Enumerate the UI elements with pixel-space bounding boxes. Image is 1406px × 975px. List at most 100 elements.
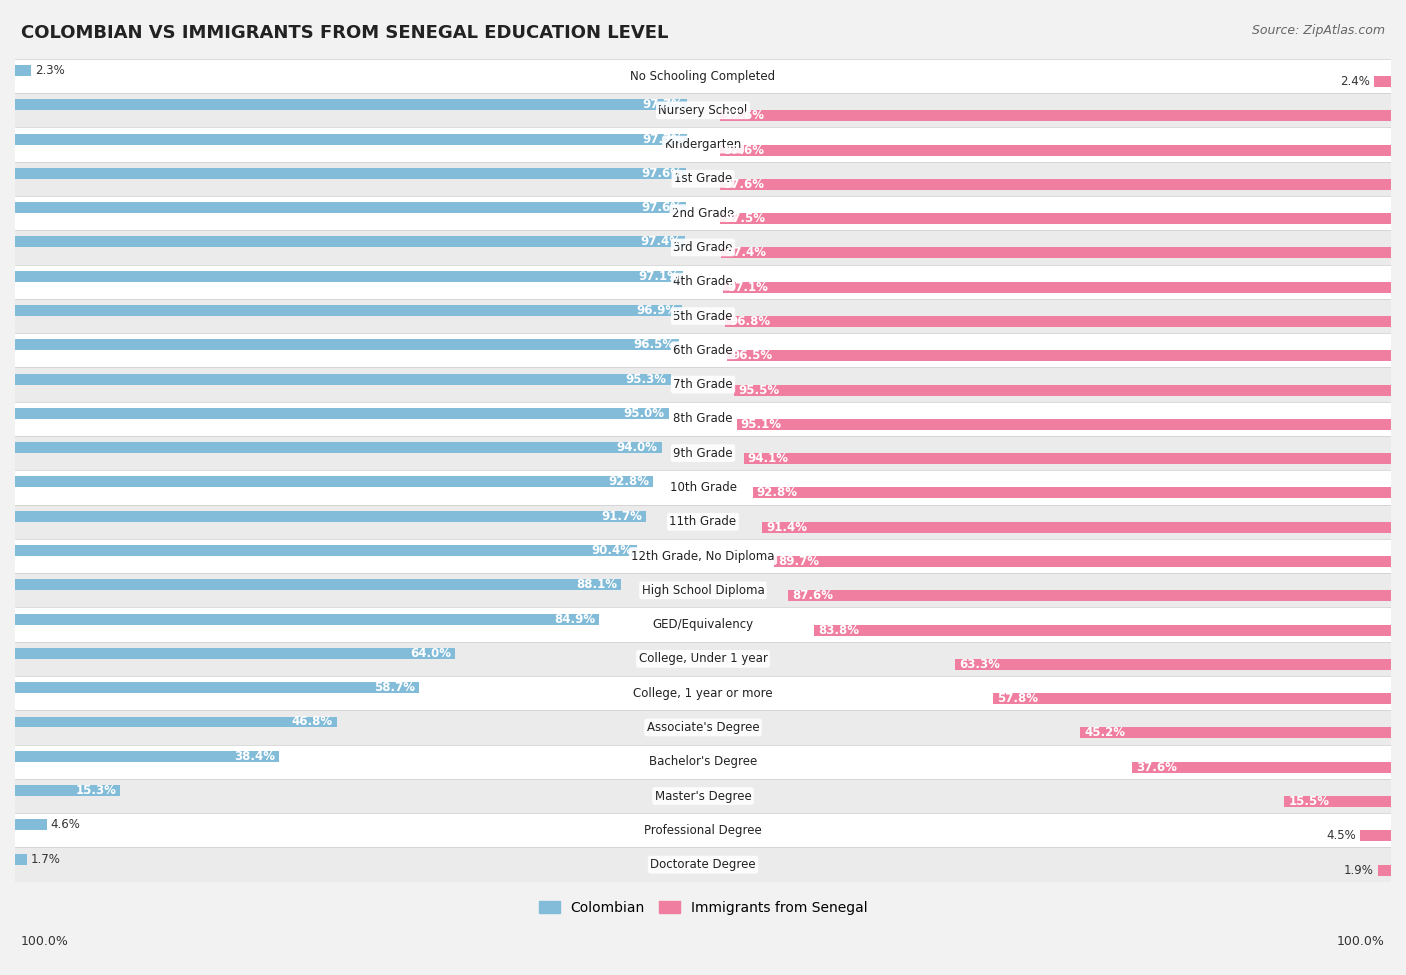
- Bar: [15, 779, 1391, 813]
- Bar: [720, 110, 1391, 121]
- Bar: [15, 819, 46, 831]
- Text: 38.4%: 38.4%: [233, 750, 276, 762]
- Bar: [15, 237, 685, 248]
- Text: 96.5%: 96.5%: [634, 338, 675, 351]
- Bar: [789, 590, 1391, 602]
- Text: 97.6%: 97.6%: [724, 177, 765, 191]
- Text: 57.8%: 57.8%: [997, 692, 1039, 705]
- Text: 94.0%: 94.0%: [617, 442, 658, 454]
- Bar: [1132, 761, 1391, 773]
- Bar: [15, 436, 1391, 470]
- Text: 11th Grade: 11th Grade: [669, 515, 737, 528]
- Bar: [814, 625, 1391, 636]
- Bar: [1375, 76, 1391, 87]
- Text: 97.4%: 97.4%: [640, 236, 681, 249]
- Text: 97.6%: 97.6%: [641, 167, 682, 180]
- Text: 88.1%: 88.1%: [576, 578, 617, 592]
- Bar: [734, 384, 1391, 396]
- Text: 1.9%: 1.9%: [1344, 864, 1374, 877]
- Text: 96.8%: 96.8%: [730, 315, 770, 328]
- Bar: [15, 128, 1391, 162]
- Bar: [15, 99, 688, 110]
- Bar: [15, 751, 280, 761]
- Text: 2nd Grade: 2nd Grade: [672, 207, 734, 219]
- Bar: [15, 613, 599, 625]
- Text: 95.0%: 95.0%: [623, 407, 665, 420]
- Text: Kindergarten: Kindergarten: [665, 138, 741, 151]
- Bar: [15, 813, 1391, 847]
- Text: Doctorate Degree: Doctorate Degree: [650, 858, 756, 871]
- Text: 95.3%: 95.3%: [626, 372, 666, 386]
- Text: 64.0%: 64.0%: [411, 647, 451, 660]
- Bar: [723, 282, 1391, 292]
- Bar: [15, 94, 1391, 128]
- Bar: [15, 162, 1391, 196]
- Bar: [15, 58, 1391, 94]
- Bar: [15, 202, 686, 214]
- Text: 100.0%: 100.0%: [1337, 935, 1385, 948]
- Bar: [15, 333, 1391, 368]
- Text: 89.7%: 89.7%: [778, 555, 818, 568]
- Bar: [720, 214, 1391, 224]
- Text: 91.4%: 91.4%: [766, 521, 807, 533]
- Bar: [15, 785, 121, 796]
- Text: COLOMBIAN VS IMMIGRANTS FROM SENEGAL EDUCATION LEVEL: COLOMBIAN VS IMMIGRANTS FROM SENEGAL EDU…: [21, 24, 668, 42]
- Bar: [1378, 865, 1391, 876]
- Text: High School Diploma: High School Diploma: [641, 584, 765, 597]
- Text: Associate's Degree: Associate's Degree: [647, 721, 759, 734]
- Text: 46.8%: 46.8%: [291, 716, 333, 728]
- Text: Bachelor's Degree: Bachelor's Degree: [650, 756, 756, 768]
- Text: Professional Degree: Professional Degree: [644, 824, 762, 837]
- Bar: [720, 178, 1391, 190]
- Text: 10th Grade: 10th Grade: [669, 481, 737, 494]
- Text: 97.7%: 97.7%: [643, 133, 683, 145]
- Text: 7th Grade: 7th Grade: [673, 378, 733, 391]
- Text: 45.2%: 45.2%: [1084, 726, 1125, 739]
- Text: 97.6%: 97.6%: [724, 109, 765, 122]
- Bar: [721, 248, 1391, 258]
- Text: 92.8%: 92.8%: [756, 487, 797, 499]
- Bar: [15, 368, 1391, 402]
- Text: 5th Grade: 5th Grade: [673, 309, 733, 323]
- Bar: [762, 522, 1391, 532]
- Bar: [1284, 796, 1391, 807]
- Bar: [15, 847, 1391, 881]
- Bar: [15, 408, 669, 419]
- Text: Master's Degree: Master's Degree: [655, 790, 751, 802]
- Text: 96.9%: 96.9%: [637, 304, 678, 317]
- Text: 97.4%: 97.4%: [725, 247, 766, 259]
- Bar: [15, 196, 1391, 230]
- Bar: [15, 545, 637, 556]
- Text: 4.6%: 4.6%: [51, 818, 80, 832]
- Bar: [15, 607, 1391, 642]
- Text: 12th Grade, No Diploma: 12th Grade, No Diploma: [631, 550, 775, 563]
- Text: College, Under 1 year: College, Under 1 year: [638, 652, 768, 665]
- Bar: [15, 134, 688, 144]
- Bar: [744, 453, 1391, 464]
- Bar: [15, 676, 1391, 711]
- Text: 3rd Grade: 3rd Grade: [673, 241, 733, 254]
- Bar: [15, 299, 1391, 333]
- Text: College, 1 year or more: College, 1 year or more: [633, 686, 773, 700]
- Text: 2.3%: 2.3%: [35, 64, 65, 77]
- Bar: [15, 402, 1391, 436]
- Text: 8th Grade: 8th Grade: [673, 412, 733, 425]
- Bar: [15, 477, 654, 488]
- Text: 4.5%: 4.5%: [1326, 830, 1355, 842]
- Bar: [752, 488, 1391, 498]
- Text: 97.7%: 97.7%: [643, 98, 683, 111]
- Text: 92.8%: 92.8%: [609, 476, 650, 488]
- Text: 15.5%: 15.5%: [1288, 795, 1330, 808]
- Bar: [15, 443, 662, 453]
- Text: 9th Grade: 9th Grade: [673, 447, 733, 459]
- Text: 95.5%: 95.5%: [738, 383, 779, 397]
- Text: 97.1%: 97.1%: [727, 281, 768, 293]
- Text: 94.1%: 94.1%: [748, 452, 789, 465]
- Bar: [15, 539, 1391, 573]
- Text: 91.7%: 91.7%: [600, 510, 641, 523]
- Bar: [956, 659, 1391, 670]
- Bar: [15, 573, 1391, 607]
- Bar: [15, 711, 1391, 745]
- Bar: [15, 642, 1391, 676]
- Text: 97.1%: 97.1%: [638, 270, 679, 283]
